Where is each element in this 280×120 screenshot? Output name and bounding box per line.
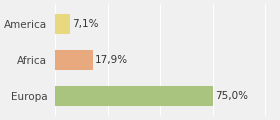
Bar (55, 50, 93, 70)
Text: 75,0%: 75,0% (215, 91, 248, 101)
Text: 7,1%: 7,1% (73, 19, 99, 29)
Bar (55, 14, 70, 34)
Text: 17,9%: 17,9% (95, 55, 128, 65)
Bar (55, 86, 213, 106)
